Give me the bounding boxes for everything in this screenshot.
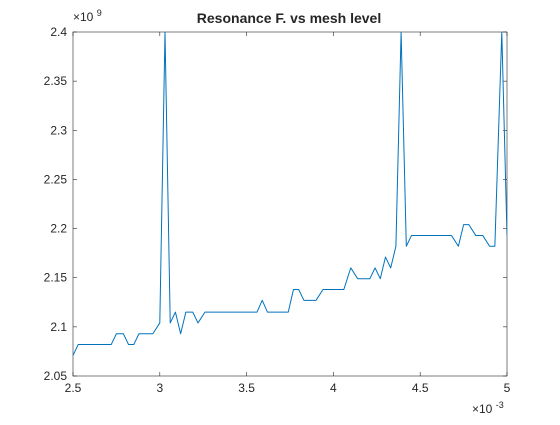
y-axis-exponent: ×10 9 (73, 8, 102, 24)
y-tick-label: 2.2 (50, 222, 67, 236)
y-tick-label: 2.35 (44, 74, 68, 88)
y-axis-ticks: 2.05 2.1 2.15 2.2 2.25 2.3 2.35 2.4 (44, 25, 507, 383)
x-exponent-power: -3 (496, 400, 504, 410)
y-tick-label: 2.25 (44, 172, 68, 186)
x-tick-label: 3 (156, 381, 163, 395)
y-exponent-power: 9 (97, 8, 102, 18)
series-line (73, 32, 507, 356)
y-tick-label: 2.4 (50, 25, 67, 39)
x-tick-label: 4.5 (412, 381, 429, 395)
y-tick-label: 2.1 (50, 320, 67, 334)
x-tick-label: 5 (504, 381, 511, 395)
axes-box (72, 31, 508, 377)
y-exponent-base: ×10 (73, 10, 94, 24)
y-tick-label: 2.15 (44, 271, 68, 285)
x-tick-label: 3.5 (238, 381, 255, 395)
x-axis-ticks: 2.5 3 3.5 4 4.5 5 (65, 32, 511, 395)
y-tick-label: 2.05 (44, 369, 68, 383)
axes-frame (72, 31, 508, 377)
x-tick-label: 2.5 (65, 381, 82, 395)
svg-text:×10 -3: ×10 -3 (472, 400, 504, 416)
x-axis-exponent: ×10 -3 (472, 400, 504, 416)
chart-title: Resonance F. vs mesh level (197, 10, 381, 26)
x-tick-label: 4 (330, 381, 337, 395)
y-tick-label: 2.3 (50, 123, 67, 137)
svg-text:×10 9: ×10 9 (73, 8, 102, 24)
plot-area (73, 32, 507, 356)
x-exponent-base: ×10 (472, 402, 493, 416)
